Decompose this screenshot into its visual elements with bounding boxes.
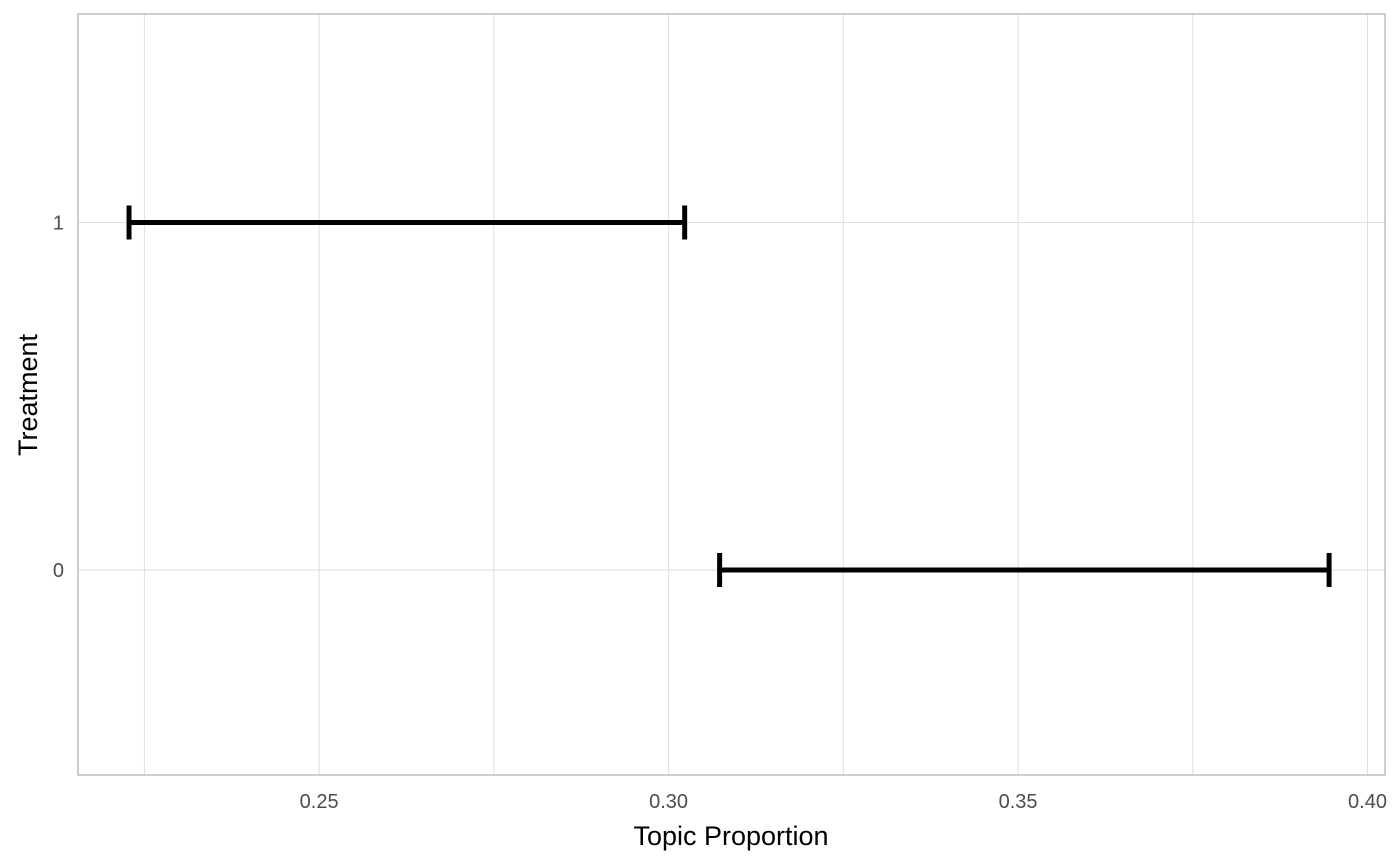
x-tick-label: 0.25 [300, 791, 339, 813]
error-bar-1 [126, 205, 688, 240]
y-axis-title: Treatment [13, 333, 43, 456]
x-axis-title: Topic Proportion [633, 821, 828, 851]
x-tick-label: 0.40 [1348, 791, 1387, 813]
error-bars [126, 205, 1332, 587]
y-tick-label: 0 [53, 560, 64, 582]
y-tick-label: 1 [53, 212, 64, 234]
panel-background [78, 14, 1385, 775]
panel-border [77, 13, 1386, 776]
x-tick-label: 0.30 [649, 791, 688, 813]
error-bar-0 [717, 552, 1332, 587]
x-tick-label: 0.35 [999, 791, 1038, 813]
y-axis-ticks: 01 [53, 212, 64, 581]
x-axis-ticks: 0.25 0.30 0.35 0.40 [300, 791, 1387, 813]
